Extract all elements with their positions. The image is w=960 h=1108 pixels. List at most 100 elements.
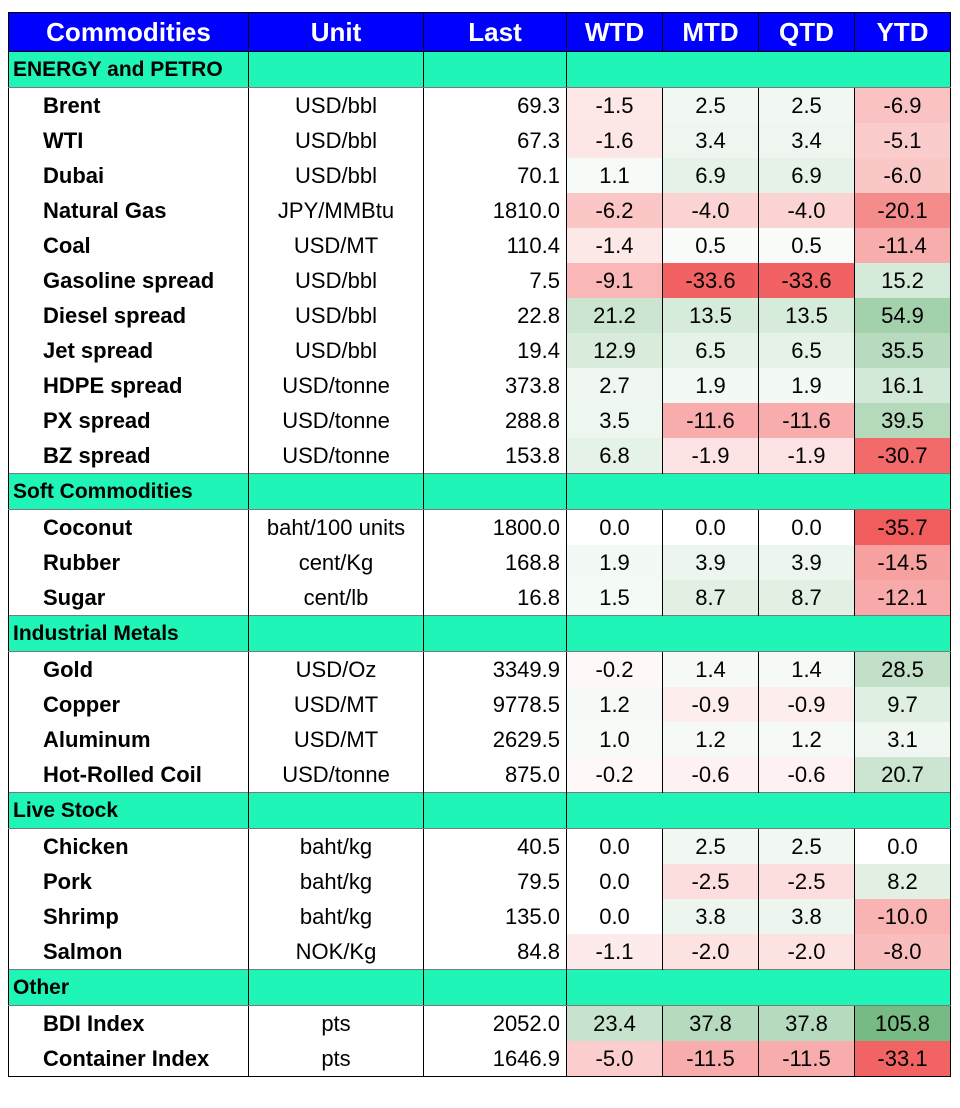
cell-name: Gold — [8, 651, 249, 687]
category-spacer — [423, 969, 567, 1006]
cell-ytd: 9.7 — [854, 687, 951, 722]
cell-qtd: -33.6 — [758, 263, 855, 298]
cell-ytd: 54.9 — [854, 298, 951, 333]
cell-name: Gasoline spread — [8, 263, 249, 298]
cell-last: 19.4 — [423, 333, 567, 368]
cell-mtd: 13.5 — [662, 298, 759, 333]
cell-mtd: 8.7 — [662, 580, 759, 616]
cell-qtd: -0.6 — [758, 757, 855, 793]
cell-ytd: -8.0 — [854, 934, 951, 970]
cell-mtd: -4.0 — [662, 193, 759, 228]
cell-name: Brent — [8, 87, 249, 123]
cell-ytd: -10.0 — [854, 899, 951, 934]
cell-qtd: -0.9 — [758, 687, 855, 722]
cell-qtd: 1.2 — [758, 722, 855, 757]
cell-last: 373.8 — [423, 368, 567, 403]
cell-unit: USD/bbl — [248, 87, 424, 123]
table-row: Rubber cent/Kg 168.8 1.9 3.9 3.9 -14.5 — [8, 545, 951, 580]
cell-ytd: -11.4 — [854, 228, 951, 263]
cell-name: Hot-Rolled Coil — [8, 757, 249, 793]
cell-qtd: 3.8 — [758, 899, 855, 934]
table-row: Brent USD/bbl 69.3 -1.5 2.5 2.5 -6.9 — [8, 87, 951, 123]
cell-last: 84.8 — [423, 934, 567, 970]
cell-ytd: 28.5 — [854, 651, 951, 687]
table-row: Chicken baht/kg 40.5 0.0 2.5 2.5 0.0 — [8, 828, 951, 864]
table-row: BDI Index pts 2052.0 23.4 37.8 37.8 105.8 — [8, 1005, 951, 1041]
cell-name: Chicken — [8, 828, 249, 864]
cell-ytd: 16.1 — [854, 368, 951, 403]
table-row: Salmon NOK/Kg 84.8 -1.1 -2.0 -2.0 -8.0 — [8, 934, 951, 970]
cell-name: Dubai — [8, 158, 249, 193]
cell-name: Coal — [8, 228, 249, 263]
cell-ytd: -33.1 — [854, 1041, 951, 1077]
cell-ytd: 105.8 — [854, 1005, 951, 1041]
cell-wtd: 1.9 — [566, 545, 663, 580]
cell-qtd: -11.5 — [758, 1041, 855, 1077]
category-spacer — [248, 792, 424, 829]
cell-name: Shrimp — [8, 899, 249, 934]
cell-mtd: 3.9 — [662, 545, 759, 580]
cell-name: Container Index — [8, 1041, 249, 1077]
cell-qtd: 6.9 — [758, 158, 855, 193]
cell-mtd: 2.5 — [662, 828, 759, 864]
cell-last: 1646.9 — [423, 1041, 567, 1077]
cell-ytd: -30.7 — [854, 438, 951, 474]
cell-name: Pork — [8, 864, 249, 899]
cell-qtd: -2.5 — [758, 864, 855, 899]
cell-mtd: 3.8 — [662, 899, 759, 934]
cell-last: 153.8 — [423, 438, 567, 474]
cell-unit: USD/bbl — [248, 158, 424, 193]
table-row: Coconut baht/100 units 1800.0 0.0 0.0 0.0 -35.… — [8, 509, 951, 545]
cell-qtd: 1.4 — [758, 651, 855, 687]
cell-unit: USD/MT — [248, 687, 424, 722]
category-spacer — [566, 969, 951, 1006]
header-ytd: YTD — [854, 12, 951, 52]
cell-unit: JPY/MMBtu — [248, 193, 424, 228]
category-spacer — [423, 51, 567, 88]
cell-ytd: 15.2 — [854, 263, 951, 298]
category-spacer — [566, 473, 951, 510]
cell-ytd: 20.7 — [854, 757, 951, 793]
cell-qtd: 2.5 — [758, 87, 855, 123]
cell-qtd: -11.6 — [758, 403, 855, 438]
cell-name: BZ spread — [8, 438, 249, 474]
cell-wtd: -9.1 — [566, 263, 663, 298]
cell-unit: USD/Oz — [248, 651, 424, 687]
cell-ytd: -14.5 — [854, 545, 951, 580]
cell-unit: USD/bbl — [248, 123, 424, 158]
table-row: Natural Gas JPY/MMBtu 1810.0 -6.2 -4.0 -4.0 -2… — [8, 193, 951, 228]
table-row: HDPE spread USD/tonne 373.8 2.7 1.9 1.9 16.1 — [8, 368, 951, 403]
cell-wtd: 0.0 — [566, 864, 663, 899]
cell-qtd: 1.9 — [758, 368, 855, 403]
cell-name: Natural Gas — [8, 193, 249, 228]
table-row: Sugar cent/lb 16.8 1.5 8.7 8.7 -12.1 — [8, 580, 951, 616]
cell-name: BDI Index — [8, 1005, 249, 1041]
cell-mtd: -2.0 — [662, 934, 759, 970]
cell-unit: NOK/Kg — [248, 934, 424, 970]
cell-unit: USD/bbl — [248, 263, 424, 298]
cell-wtd: 23.4 — [566, 1005, 663, 1041]
cell-mtd: -11.6 — [662, 403, 759, 438]
category-spacer — [566, 51, 951, 88]
table-row: Container Index pts 1646.9 -5.0 -11.5 -11.5 -3… — [8, 1041, 951, 1077]
cell-mtd: -0.6 — [662, 757, 759, 793]
cell-last: 40.5 — [423, 828, 567, 864]
table-row: Dubai USD/bbl 70.1 1.1 6.9 6.9 -6.0 — [8, 158, 951, 193]
table-row: Pork baht/kg 79.5 0.0 -2.5 -2.5 8.2 — [8, 864, 951, 899]
cell-unit: USD/MT — [248, 722, 424, 757]
cell-last: 2052.0 — [423, 1005, 567, 1041]
cell-wtd: 3.5 — [566, 403, 663, 438]
cell-unit: USD/bbl — [248, 298, 424, 333]
table-row: Jet spread USD/bbl 19.4 12.9 6.5 6.5 35.5 — [8, 333, 951, 368]
category-spacer — [566, 792, 951, 829]
cell-ytd: 3.1 — [854, 722, 951, 757]
cell-last: 2629.5 — [423, 722, 567, 757]
cell-name: HDPE spread — [8, 368, 249, 403]
cell-name: WTI — [8, 123, 249, 158]
cell-ytd: 8.2 — [854, 864, 951, 899]
table-row: WTI USD/bbl 67.3 -1.6 3.4 3.4 -5.1 — [8, 123, 951, 158]
cell-last: 1800.0 — [423, 509, 567, 545]
cell-wtd: -0.2 — [566, 757, 663, 793]
table-row: Coal USD/MT 110.4 -1.4 0.5 0.5 -11.4 — [8, 228, 951, 263]
cell-unit: baht/kg — [248, 864, 424, 899]
